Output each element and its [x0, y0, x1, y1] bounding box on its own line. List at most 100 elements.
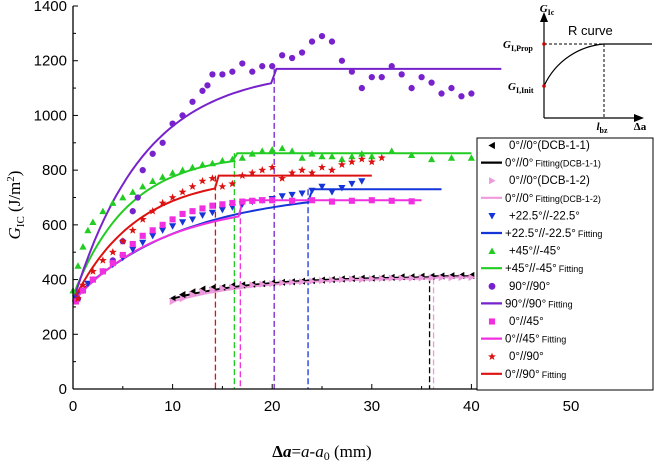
data-points — [69, 32, 475, 306]
data-point — [259, 63, 266, 70]
data-point — [169, 223, 177, 230]
data-point — [338, 160, 346, 168]
data-point — [249, 68, 256, 75]
y-tick-label: 200 — [42, 326, 67, 343]
data-point — [308, 150, 316, 157]
data-point — [468, 273, 475, 281]
data-point — [319, 277, 326, 285]
r-curve-inset: GIc R curve GI,Prop GI,Init lbz Δa — [503, 3, 652, 135]
data-point — [288, 191, 296, 199]
data-point — [447, 154, 456, 161]
legend-fit-label: 0°//0° Fitting(DCB-1-1) — [505, 158, 601, 170]
data-point — [328, 166, 336, 174]
legend-marker — [489, 177, 496, 185]
data-point — [309, 277, 316, 285]
data-point — [178, 187, 187, 196]
data-point — [218, 157, 226, 164]
data-point — [438, 274, 446, 282]
data-point — [378, 274, 386, 283]
data-point — [149, 227, 156, 234]
data-point — [368, 73, 375, 81]
data-point — [239, 60, 246, 67]
data-point — [238, 171, 247, 179]
data-point — [199, 205, 206, 212]
y-tick-label: 1000 — [34, 107, 67, 124]
data-point — [298, 154, 306, 161]
y-tick-label: 800 — [42, 162, 67, 179]
data-point — [79, 280, 87, 289]
data-point — [204, 82, 211, 89]
legend-fit-label: 90°//90° Fitting — [505, 298, 573, 310]
legend-marker — [488, 247, 496, 254]
legend-marker — [488, 318, 496, 325]
data-point — [128, 226, 137, 234]
legend-fit-label: 0°//45° Fitting — [505, 334, 566, 346]
data-point — [139, 183, 147, 190]
data-point — [179, 166, 187, 173]
legend-label: +22.5°//-22.5° — [509, 210, 580, 222]
data-point — [219, 71, 226, 78]
data-point — [149, 232, 157, 240]
data-point — [358, 150, 366, 157]
data-point — [318, 32, 326, 40]
data-point — [208, 209, 216, 217]
data-point — [288, 54, 296, 62]
legend-marker — [488, 213, 496, 220]
data-point — [249, 281, 256, 289]
data-point — [228, 179, 237, 188]
data-point — [179, 291, 186, 299]
data-point — [99, 207, 107, 215]
data-point — [279, 52, 286, 59]
data-point — [129, 240, 136, 248]
inset-init-label: GI,Init — [508, 81, 534, 95]
data-point — [218, 206, 226, 214]
legend-marker — [488, 282, 496, 290]
data-point — [138, 215, 147, 223]
data-point — [119, 193, 127, 201]
data-point — [278, 174, 287, 182]
data-point — [258, 166, 267, 174]
data-point — [208, 159, 216, 167]
data-point — [308, 187, 316, 195]
data-point — [229, 199, 236, 207]
legend-fit-label: 0°//0° Fitting(DCB-1-2) — [505, 193, 601, 205]
inset-prop-label: GI,Prop — [503, 39, 533, 53]
fit-curves — [72, 67, 502, 303]
data-point — [239, 198, 246, 205]
data-point — [118, 237, 127, 245]
data-point — [159, 173, 167, 180]
data-point — [268, 146, 276, 153]
data-point — [89, 267, 97, 275]
y-tick-label: 0 — [59, 381, 67, 398]
data-point — [418, 274, 426, 282]
legend-label: 0°//0°(DCB-1-2) — [509, 175, 590, 187]
data-point — [279, 279, 286, 287]
data-point — [148, 207, 157, 215]
data-point — [428, 79, 435, 86]
data-point — [199, 87, 206, 94]
data-point — [318, 163, 326, 171]
data-point — [89, 276, 96, 283]
data-point — [357, 155, 366, 163]
data-point — [129, 246, 137, 254]
data-point — [109, 260, 116, 267]
data-point — [229, 283, 236, 291]
inset-y-arrow — [540, 12, 548, 22]
data-point — [328, 152, 336, 160]
data-point — [378, 73, 385, 81]
data-point — [458, 93, 465, 100]
data-point — [238, 154, 246, 161]
data-point — [398, 71, 405, 78]
data-point — [84, 226, 92, 234]
data-point — [398, 274, 406, 282]
data-point — [159, 227, 167, 234]
data-point — [408, 274, 416, 282]
data-point — [428, 274, 436, 282]
data-point — [358, 84, 365, 92]
data-point — [438, 90, 445, 97]
data-point — [169, 216, 176, 223]
data-point — [298, 190, 306, 197]
data-point — [149, 177, 157, 184]
data-point — [129, 208, 136, 215]
data-point — [328, 189, 336, 196]
